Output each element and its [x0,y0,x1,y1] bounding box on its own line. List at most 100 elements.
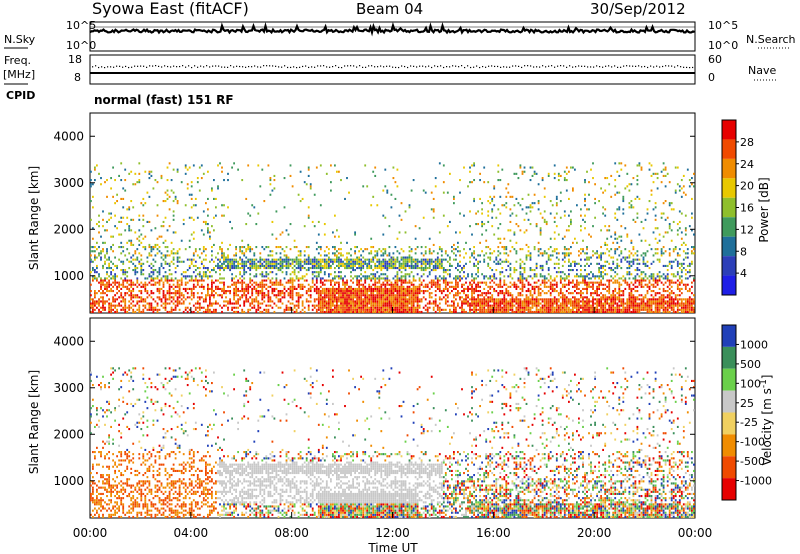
heatmap-cell [297,264,300,267]
heatmap-cell [463,271,465,274]
heatmap-cell [602,271,605,274]
heatmap-cell [384,304,387,307]
heatmap-cell [549,277,552,280]
heatmap-cell [481,281,484,284]
heatmap-cell [408,260,411,263]
heatmap-cell [192,258,195,261]
heatmap-cell [568,292,570,295]
heatmap-cell [384,310,387,313]
heatmap-cell [469,283,471,286]
heatmap-cell [229,300,232,303]
heatmap-cell [215,300,217,303]
heatmap-cell [378,279,381,282]
heatmap-cell [245,287,248,290]
heatmap-cell [271,283,274,286]
heatmap-cell [186,183,189,186]
heatmap-cell [382,283,385,286]
heatmap-cell [94,269,96,272]
heatmap-cell [235,260,238,263]
heatmap-cell [570,218,572,221]
heatmap-cell [273,260,276,263]
heatmap-cell [128,300,131,303]
heatmap-cell [586,306,588,309]
heatmap-cell [572,281,574,284]
heatmap-cell [501,310,504,313]
heatmap-cell [572,308,574,311]
heatmap-cell [358,264,361,267]
heatmap-cell [555,308,558,311]
heatmap-cell [237,300,240,303]
heatmap-cell [198,271,201,274]
heatmap-cell [261,296,264,299]
heatmap-cell [396,290,399,293]
heatmap-cell [207,223,209,226]
heatmap-cell [132,290,135,293]
heatmap-cell [257,306,260,309]
heatmap-cell [414,287,417,290]
heatmap-cell [251,248,254,251]
heatmap-cell [586,273,588,276]
heatmap-cell [473,179,476,182]
heatmap-cell [457,290,459,293]
heatmap-cell [110,177,113,180]
heatmap-cell [176,281,179,284]
heatmap-cell [598,300,601,303]
heatmap-cell [221,262,223,265]
heatmap-cell [424,267,427,270]
heatmap-cell [315,241,318,244]
heatmap-cell [398,277,401,280]
heatmap-cell [519,294,522,297]
heatmap-cell [505,308,508,311]
heatmap-cell [392,294,395,297]
heatmap-cell [517,302,520,305]
heatmap-cell [108,302,111,305]
heatmap-cell [551,306,554,309]
heatmap-cell [406,260,409,263]
heatmap-cell [463,214,465,217]
heatmap-cell [535,304,538,307]
heatmap-cell [551,304,554,307]
heatmap-cell [358,260,361,263]
heatmap-cell [582,302,584,305]
heatmap-cell [376,302,379,305]
heatmap-cell [604,269,607,272]
heatmap-cell [461,302,463,305]
heatmap-cell [362,292,365,295]
freq-point [140,65,142,67]
heatmap-cell [434,281,437,284]
heatmap-cell [424,285,427,288]
heatmap-cell [364,287,367,290]
heatmap-cell [150,248,153,251]
heatmap-cell [459,306,461,309]
heatmap-cell [271,287,274,290]
heatmap-cell [444,302,447,305]
heatmap-cell [531,166,534,169]
heatmap-cell [416,262,419,265]
heatmap-cell [158,271,161,274]
heatmap-cell [283,296,286,299]
heatmap-cell [112,296,115,299]
heatmap-cell [321,300,324,303]
heatmap-cell [152,308,155,311]
heatmap-cell [588,302,590,305]
heatmap-cell [338,281,340,284]
heatmap-cell [255,292,258,295]
heatmap-cell [584,227,586,230]
heatmap-cell [471,287,473,290]
heatmap-cell [172,191,175,194]
heatmap-cell [594,302,597,305]
heatmap-cell [140,292,143,295]
heatmap-cell [295,267,298,270]
heatmap-cell [100,252,102,255]
heatmap-cell [194,248,197,251]
heatmap-cell [602,306,605,309]
heatmap-cell [166,292,169,295]
heatmap-cell [255,246,258,249]
heatmap-cell [356,258,359,261]
heatmap-cell [344,283,346,286]
heatmap-cell [584,304,586,307]
heatmap-cell [483,302,486,305]
heatmap-cell [557,300,560,303]
heatmap-cell [380,304,383,307]
heatmap-cell [148,275,151,278]
